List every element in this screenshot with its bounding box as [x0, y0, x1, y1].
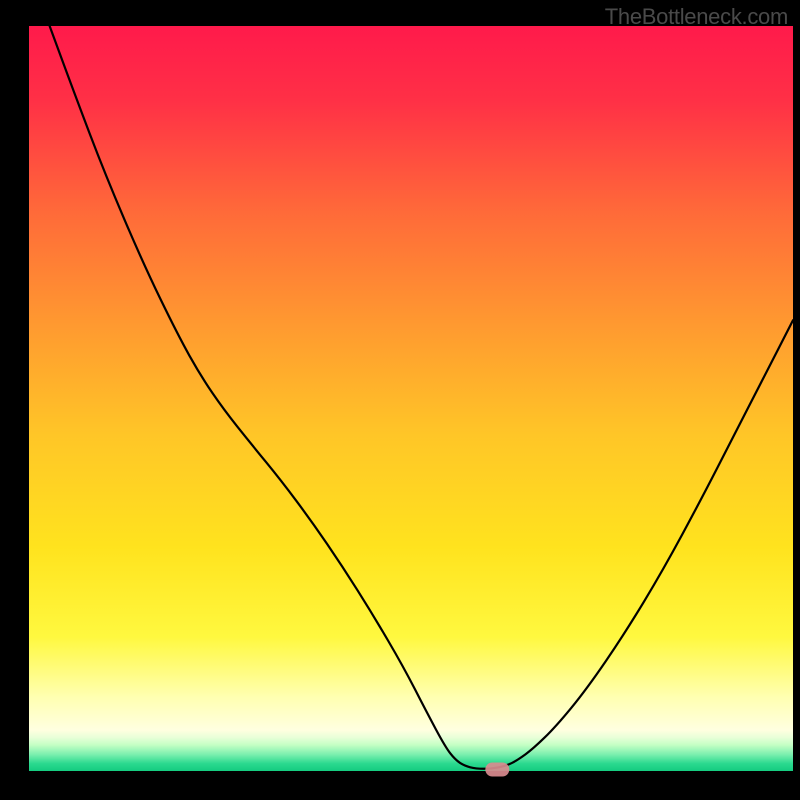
optimal-point-marker	[485, 763, 509, 777]
chart-frame: TheBottleneck.com	[0, 0, 800, 800]
plot-background	[29, 26, 793, 771]
watermark-text: TheBottleneck.com	[605, 4, 788, 30]
bottleneck-chart	[0, 0, 800, 800]
